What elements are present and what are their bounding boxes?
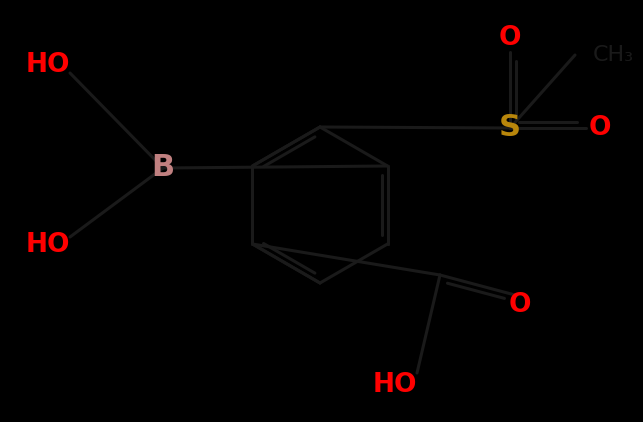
Text: O: O	[499, 25, 521, 51]
Text: S: S	[499, 114, 521, 143]
Text: CH₃: CH₃	[593, 45, 634, 65]
Text: O: O	[509, 292, 531, 318]
Text: HO: HO	[373, 372, 417, 398]
Text: O: O	[589, 115, 611, 141]
Text: HO: HO	[26, 232, 70, 258]
Text: HO: HO	[26, 52, 70, 78]
Text: B: B	[152, 154, 174, 182]
